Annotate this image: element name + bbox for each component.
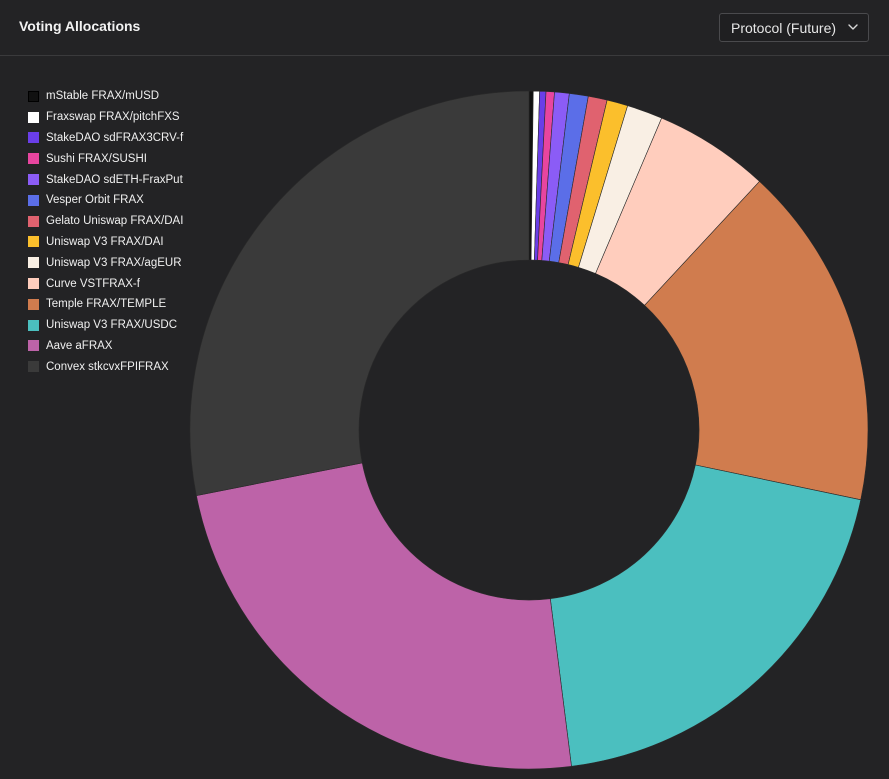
legend-item[interactable]: Temple FRAX/TEMPLE [28,294,183,315]
panel-title: Voting Allocations [19,18,141,34]
legend-swatch [28,257,39,269]
legend-label: StakeDAO sdETH-FraxPut [46,173,183,186]
legend-swatch [28,194,39,206]
legend-label: Convex stkcvxFPIFRAX [46,360,169,373]
legend-label: StakeDAO sdFRAX3CRV-f [46,131,184,144]
legend-swatch [28,90,39,102]
legend-label: Fraxswap FRAX/pitchFXS [46,111,180,124]
legend-label: Uniswap V3 FRAX/DAI [46,235,164,248]
legend-swatch [28,278,39,290]
legend-swatch [28,132,39,144]
legend-label: Aave aFRAX [46,339,113,352]
protocol-dropdown[interactable]: Protocol (Future) [719,13,869,42]
legend-swatch [28,340,39,352]
legend-item[interactable]: mStable FRAX/mUSD [28,86,183,107]
legend-label: Sushi FRAX/SUSHI [46,152,147,165]
panel-header: Voting Allocations Protocol (Future) [0,0,889,56]
legend-label: Curve VSTFRAX-f [46,277,140,290]
legend-label: Vesper Orbit FRAX [46,194,144,207]
legend-item[interactable]: Gelato Uniswap FRAX/DAI [28,211,183,232]
legend-swatch [28,174,39,186]
legend-swatch [28,111,39,123]
legend-item[interactable]: Curve VSTFRAX-f [28,273,183,294]
legend-label: Uniswap V3 FRAX/USDC [46,319,178,332]
legend-swatch [28,361,39,373]
legend-item[interactable]: Uniswap V3 FRAX/DAI [28,232,183,253]
donut-slice[interactable] [549,464,862,767]
legend-item[interactable]: Convex stkcvxFPIFRAX [28,356,183,377]
chevron-down-icon [848,24,858,30]
legend-swatch [28,236,39,248]
legend-swatch [28,215,39,227]
legend-item[interactable]: Uniswap V3 FRAX/agEUR [28,252,183,273]
donut-slice[interactable] [644,181,869,501]
legend-label: Uniswap V3 FRAX/agEUR [46,256,182,269]
dropdown-label: Protocol (Future) [731,20,837,36]
legend-item[interactable]: Uniswap V3 FRAX/USDC [28,315,183,336]
legend-label: mStable FRAX/mUSD [46,90,160,103]
donut-slice[interactable] [196,462,572,770]
legend-swatch [28,319,39,331]
legend-item[interactable]: StakeDAO sdETH-FraxPut [28,169,183,190]
legend-item[interactable]: Fraxswap FRAX/pitchFXS [28,107,183,128]
legend-label: Temple FRAX/TEMPLE [46,298,167,311]
legend-swatch [28,298,39,310]
legend-label: Gelato Uniswap FRAX/DAI [46,215,184,228]
legend-item[interactable]: StakeDAO sdFRAX3CRV-f [28,128,183,149]
donut-slice[interactable] [189,90,530,496]
legend-item[interactable]: Sushi FRAX/SUSHI [28,148,183,169]
legend-swatch [28,153,39,165]
legend-item[interactable]: Aave aFRAX [28,336,183,357]
legend-item[interactable]: Vesper Orbit FRAX [28,190,183,211]
chart-legend: mStable FRAX/mUSD Fraxswap FRAX/pitchFXS S… [28,86,183,377]
